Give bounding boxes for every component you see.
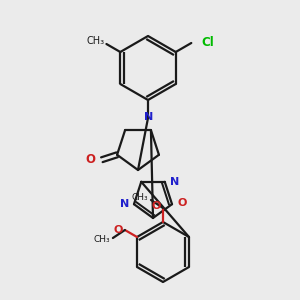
Text: O: O bbox=[152, 201, 161, 211]
Text: Cl: Cl bbox=[201, 37, 214, 50]
Text: N: N bbox=[170, 177, 179, 187]
Text: CH₃: CH₃ bbox=[93, 236, 110, 244]
Text: O: O bbox=[113, 225, 123, 235]
Text: CH₃: CH₃ bbox=[86, 36, 104, 46]
Text: O: O bbox=[177, 198, 186, 208]
Text: O: O bbox=[86, 153, 96, 166]
Text: CH₃: CH₃ bbox=[131, 194, 148, 202]
Text: N: N bbox=[120, 199, 129, 209]
Text: N: N bbox=[144, 112, 154, 122]
